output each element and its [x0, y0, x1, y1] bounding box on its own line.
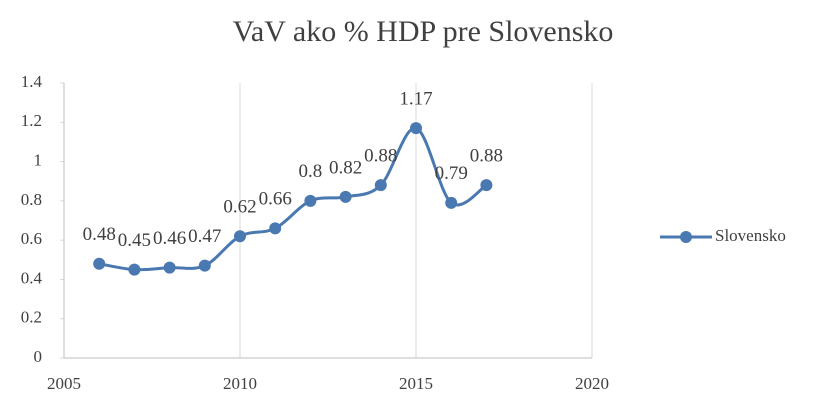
point	[93, 257, 106, 270]
legend-marker	[680, 231, 692, 243]
x-tick-label: 2010	[223, 374, 257, 393]
y-tick-label: 1.2	[21, 111, 42, 130]
point	[480, 179, 493, 192]
x-tick-label: 2015	[399, 374, 433, 393]
point	[269, 222, 282, 235]
data-label: 0.66	[259, 189, 292, 210]
x-tick-label: 2005	[47, 374, 81, 393]
data-label: 0.62	[223, 197, 256, 218]
data-label: 0.48	[83, 224, 116, 245]
y-tick-label: 0.6	[21, 229, 42, 248]
point	[304, 194, 317, 207]
y-tick-label: 1.4	[21, 72, 43, 91]
point	[410, 122, 422, 135]
data-label: 0.8	[299, 161, 323, 182]
data-label: 0.47	[188, 226, 221, 247]
data-label: 0.88	[364, 146, 397, 167]
data-label: 0.46	[153, 228, 186, 249]
data-label: 0.82	[329, 157, 362, 178]
point	[198, 259, 211, 272]
x-tick-label: 2020	[575, 374, 609, 393]
point	[128, 263, 141, 276]
data-label: 0.45	[118, 230, 151, 251]
data-label: 1.17	[399, 89, 432, 110]
legend-label: Slovensko	[715, 226, 786, 245]
y-tick-label: 0.8	[21, 190, 42, 209]
point	[163, 261, 176, 274]
y-tick-label: 0	[34, 347, 43, 366]
point	[234, 230, 246, 243]
point	[339, 190, 352, 203]
y-tick-label: 1	[34, 150, 43, 169]
data-label: 0.88	[470, 146, 503, 167]
y-tick-label: 0.2	[21, 308, 42, 327]
chart-title: VaV ako % HDP pre Slovensko	[233, 15, 614, 48]
y-tick-label: 0.4	[21, 268, 43, 287]
point	[374, 179, 387, 192]
point	[445, 196, 458, 209]
data-label: 0.79	[435, 163, 468, 184]
